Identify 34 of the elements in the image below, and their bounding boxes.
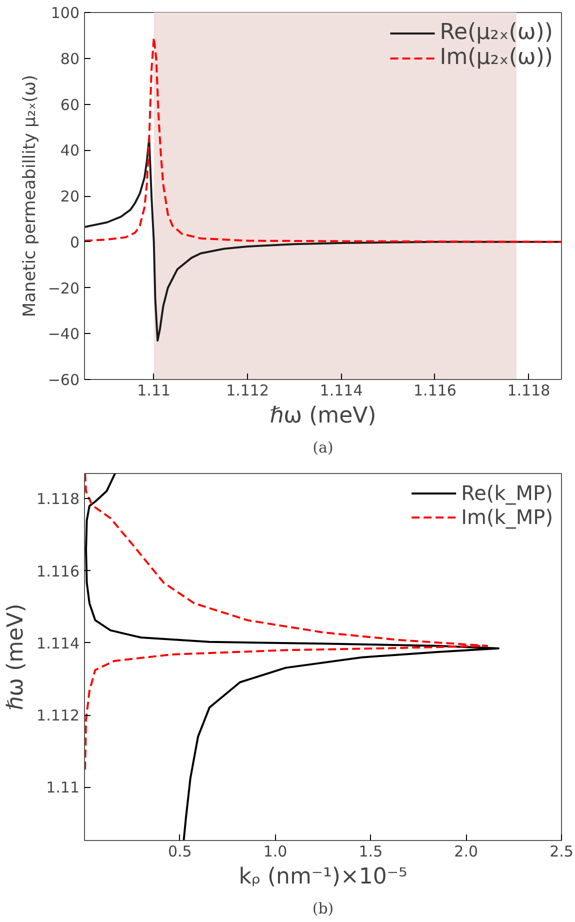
x-axis-title: kᵨ (nm⁻¹)×10⁻⁵ (238, 864, 408, 890)
x-tick-label: 2.0 (454, 842, 478, 860)
legend-label: Im(μ₂ₓ(ω)) (440, 45, 553, 70)
y-tick-label: 1.11 (46, 778, 80, 797)
y-tick-label: 20 (60, 188, 80, 206)
x-tick-label: 1.118 (507, 382, 550, 400)
y-axis-title: Manetic permeabillity μ₂ₓ(ω) (20, 74, 40, 318)
x-tick-label: 1.114 (320, 382, 363, 400)
legend-label: Re(k_MP) (461, 481, 553, 505)
text: (a) (312, 438, 334, 456)
y-axis-title: ℏω (meV) (4, 604, 29, 710)
y-tick-label: 60 (60, 96, 80, 114)
y-tick-label: 0 (70, 233, 80, 252)
x-tick-label: 1.11 (137, 382, 171, 400)
y-tick-label: 1.112 (36, 706, 80, 725)
x-tick-label: 1.116 (414, 382, 456, 400)
x-tick-label: 1.0 (263, 842, 288, 860)
y-tick-label: −20 (48, 279, 80, 298)
y-tick-label: −40 (48, 325, 80, 344)
legend-label: Im(k_MP) (461, 505, 553, 529)
x-tick-label: 1.112 (226, 382, 270, 400)
x-tick-label: 2.5 (550, 842, 574, 860)
y-tick-label: 1.114 (36, 634, 80, 652)
x-tick-label: 0.5 (168, 842, 192, 860)
legend-label: Re(μ₂ₓ(ω)) (440, 20, 553, 45)
y-tick-label: 1.116 (36, 562, 80, 580)
y-tick-label: 40 (60, 142, 80, 160)
y-tick-label: 1.118 (36, 490, 80, 508)
x-tick-label: 1.5 (358, 842, 383, 860)
x-axis-title: ℏω (meV) (270, 404, 376, 428)
text: (b) (312, 900, 334, 918)
y-tick-label: 80 (60, 50, 80, 68)
y-tick-label: −60 (48, 371, 80, 389)
y-tick-label: 100 (50, 4, 80, 22)
